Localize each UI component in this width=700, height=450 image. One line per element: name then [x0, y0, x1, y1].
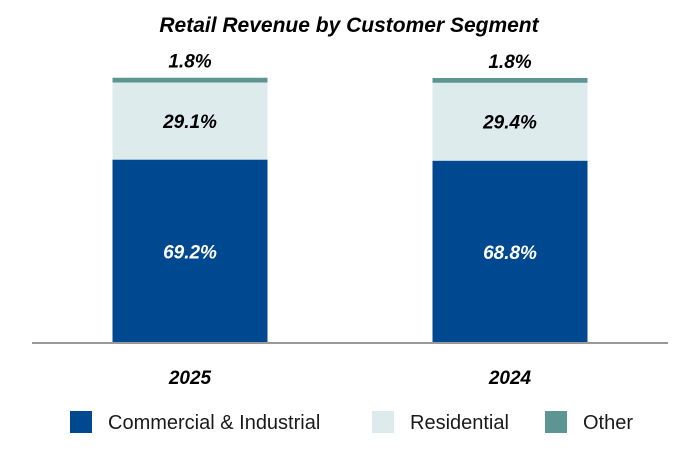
data-label-residential-2024: 29.4% — [482, 113, 537, 134]
chart-title: Retail Revenue by Customer Segment — [159, 14, 539, 37]
bar-segment-residential-2025 — [112, 82, 268, 160]
legend-swatch-other — [545, 411, 567, 433]
bar-segment-commercial-industrial-2024 — [432, 160, 588, 343]
category-labels-group: 2025 2024 — [168, 368, 532, 389]
bar-segment-commercial-industrial-2025 — [112, 159, 268, 343]
data-label-other-2025: 1.8% — [168, 52, 211, 73]
legend-label-residential: Residential — [410, 412, 509, 434]
bar-segment-residential-2024 — [432, 82, 588, 161]
data-labels-group: 69.2% 29.1% 1.8% 68.8% 29.4% 1.8% — [162, 52, 537, 264]
bar-segment-other-2024 — [432, 78, 588, 83]
data-label-commercial-industrial-2024: 68.8% — [483, 243, 537, 264]
data-label-commercial-industrial-2025: 69.2% — [163, 242, 217, 263]
category-label-2025: 2025 — [168, 368, 212, 389]
legend-swatch-residential — [372, 411, 394, 433]
bars-group — [112, 77, 588, 343]
category-label-2024: 2024 — [488, 368, 532, 389]
legend-label-other: Other — [583, 412, 633, 434]
bar-segment-other-2025 — [112, 77, 268, 83]
data-label-residential-2025: 29.1% — [162, 112, 217, 133]
data-label-other-2024: 1.8% — [488, 52, 531, 73]
legend-label-commercial-industrial: Commercial & Industrial — [108, 412, 320, 434]
legend: Commercial & Industrial Residential Other — [70, 411, 633, 434]
legend-swatch-commercial-industrial — [70, 411, 92, 433]
